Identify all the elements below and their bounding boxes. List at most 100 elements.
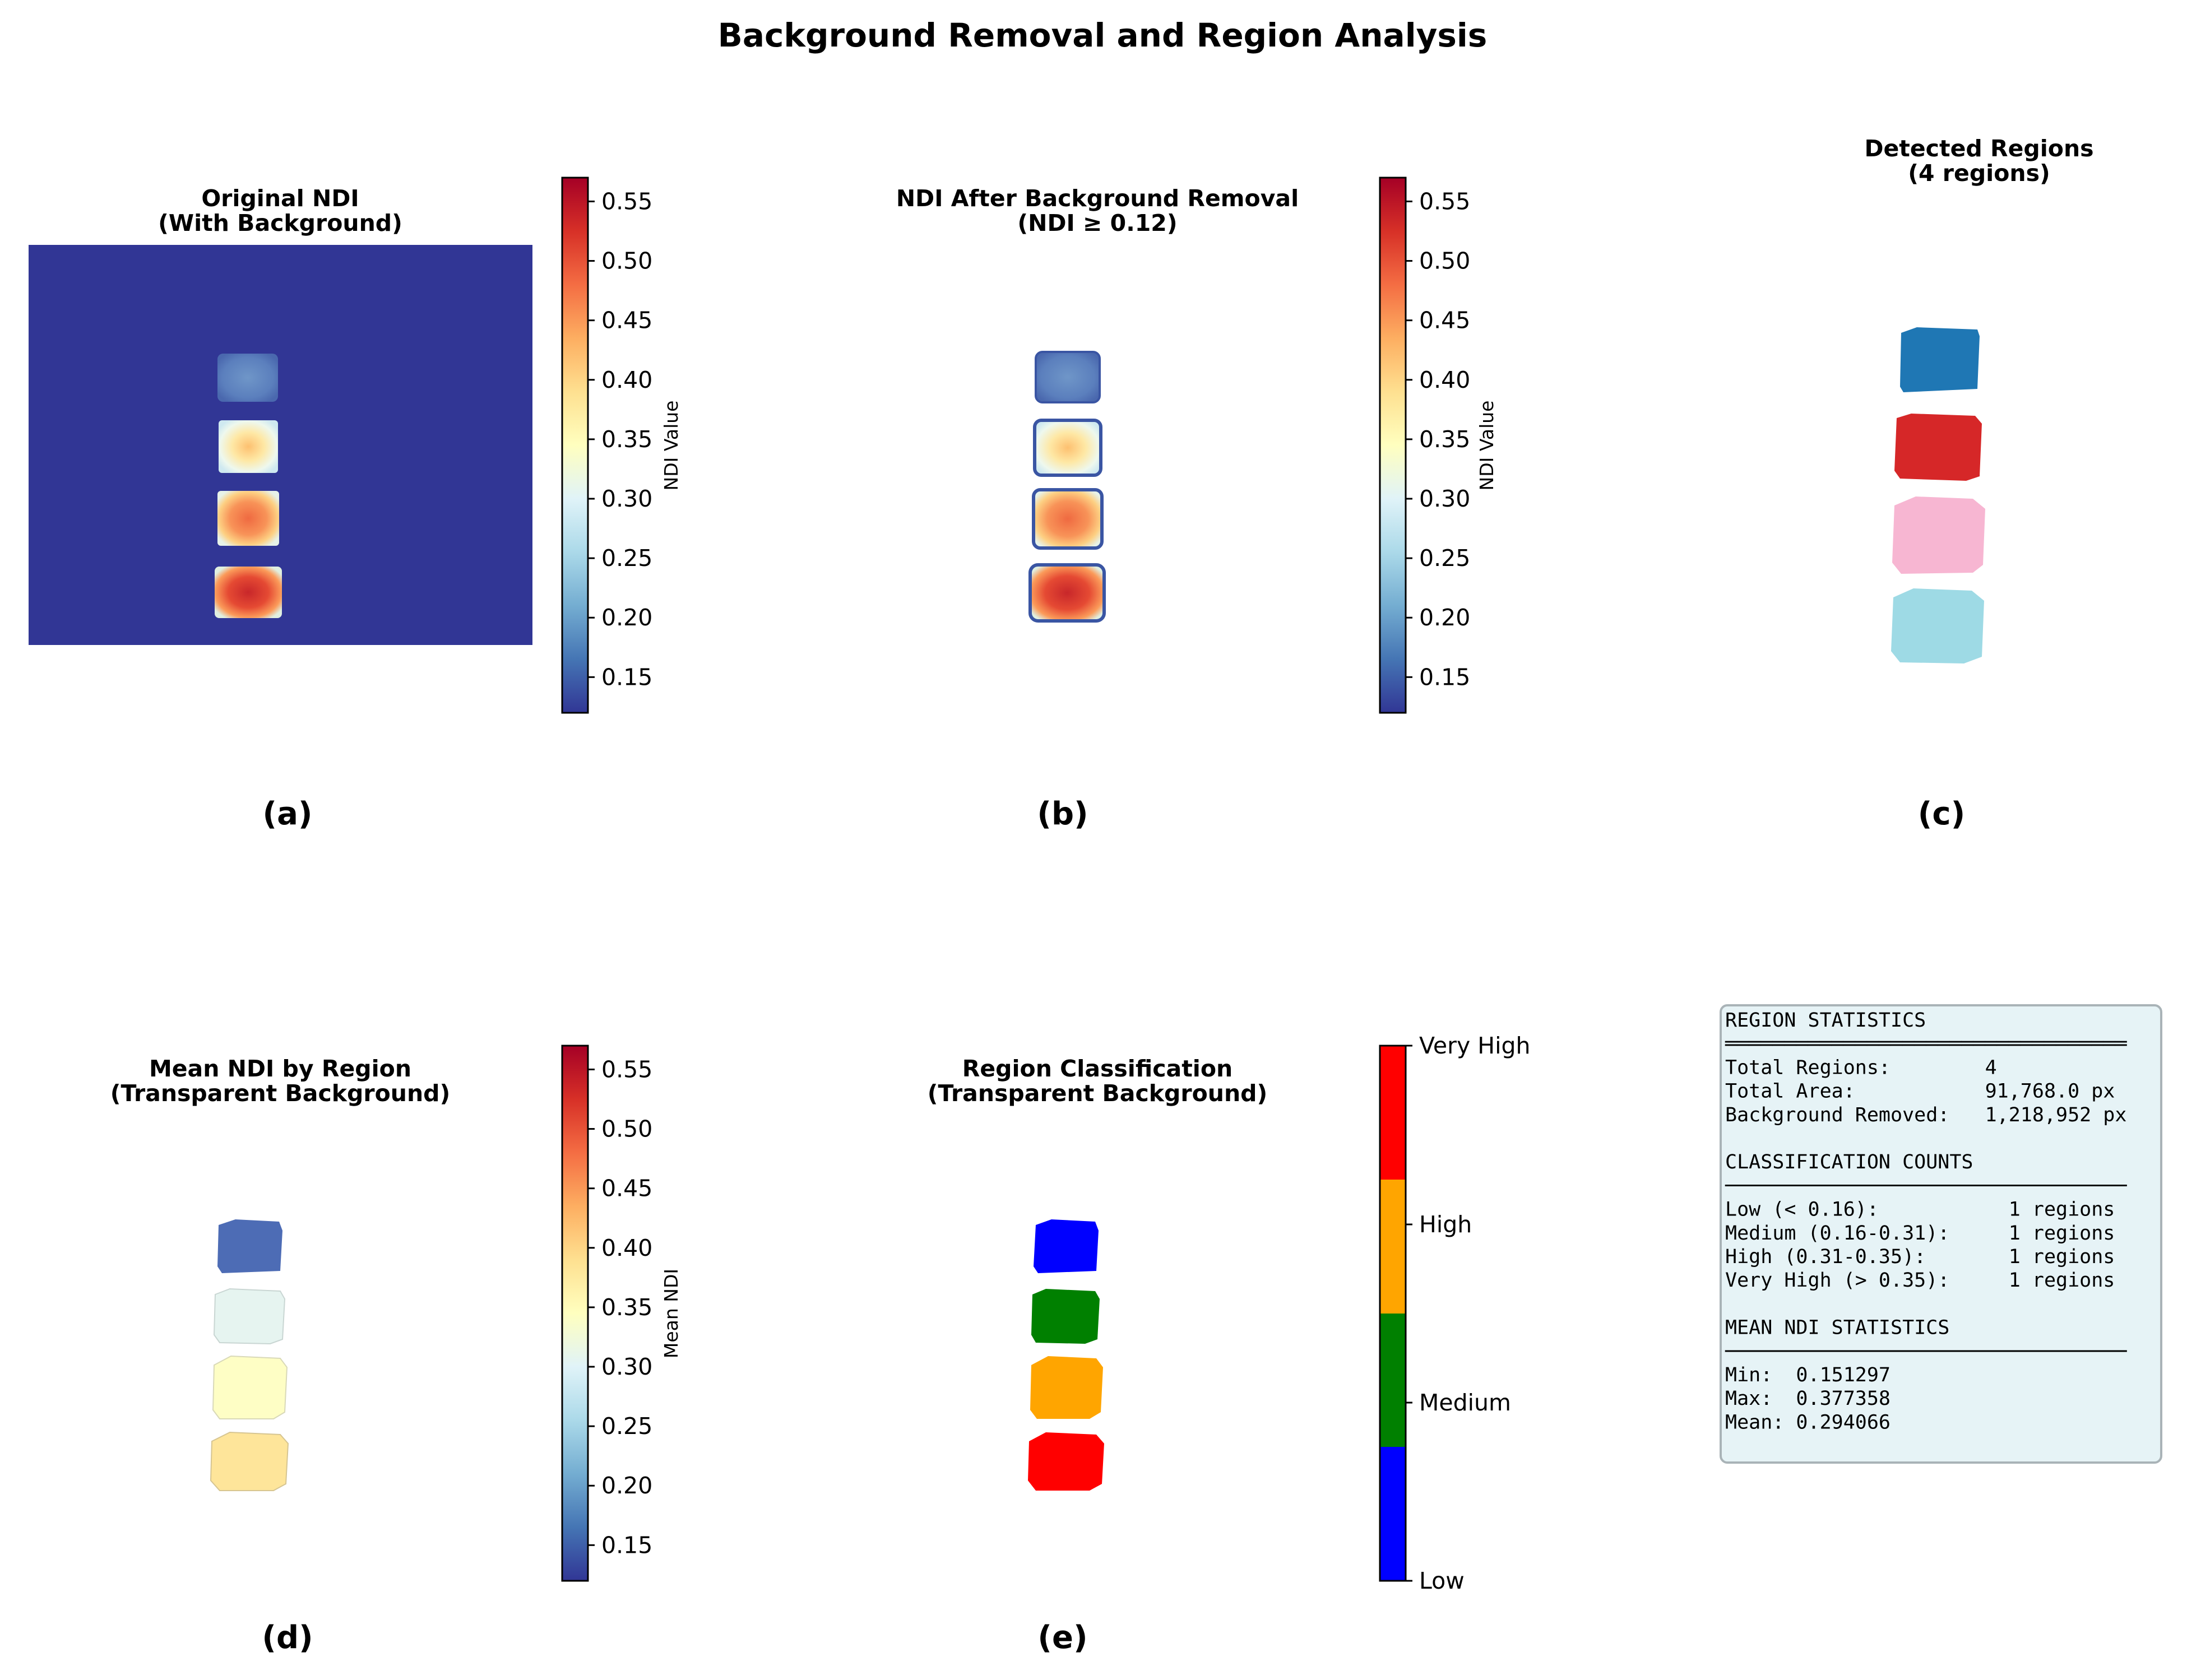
figure-title: Background Removal and Region Analysis [718,16,1488,54]
panel-d-title-line2: (Transparent Background) [110,1080,450,1107]
panel-b-region-1 [1035,351,1101,403]
colorbar-b-tick-label: 0.20 [1419,604,1470,631]
panel-b-title-line2: (NDI ≥ 0.12) [1017,210,1177,236]
stats-line: Min: 0.151297 [1725,1364,1891,1386]
panel-b: NDI After Background Removal (NDI ≥ 0.12… [896,177,1498,832]
mean-ndi-region-2 [213,1288,286,1345]
panel-e: Region Classification (Transparent Backg… [928,1032,1531,1656]
colorbar-d-tick-label: 0.25 [601,1413,652,1440]
stats-line: Total Regions: 4 [1725,1056,1997,1079]
colorbar-b-tick-label: 0.35 [1419,426,1470,453]
panel-b-region-2 [1033,419,1102,477]
stats-line: Max: 0.377358 [1725,1387,1891,1410]
class-colorbar-very-high [1380,1046,1406,1180]
panel-a-title-line2: (With Background) [158,210,402,236]
colorbar-a-tick-label: 0.50 [601,248,652,275]
panel-a-label: (a) [263,796,313,832]
colorbar-d-tick-label: 0.45 [601,1175,652,1202]
class-colorbar-frame [1379,1045,1407,1582]
panel-c-label: (c) [1918,796,1965,832]
colorbar-a-tick-label: 0.45 [601,307,652,334]
detected-region-3 [1892,496,1985,574]
colorbar-b-tick-label: 0.40 [1419,366,1470,393]
mean-ndi-region-3 [212,1355,288,1419]
stats-panel: REGION STATISTICS═══════════════════════… [1720,1004,2162,1464]
colorbar-a-tick-label: 0.15 [601,663,652,690]
class-region-low [1034,1219,1099,1273]
panel-d-title-line1: Mean NDI by Region [149,1055,411,1082]
colorbar-d-tick-label: 0.40 [601,1235,652,1261]
class-colorbar-medium [1380,1313,1406,1447]
stats-line: High (0.31-0.35): 1 regions [1725,1246,2115,1268]
panel-b-colorbar [1379,177,1407,714]
colorbar-a-tick-label: 0.55 [601,188,652,215]
class-region-medium [1031,1289,1100,1344]
stats-line: Mean: 0.294066 [1725,1411,1891,1433]
panel-d-colorbar [561,1045,589,1582]
panel-e-title-line2: (Transparent Background) [928,1080,1267,1107]
detected-region-1 [1900,327,1980,392]
stats-line: ══════════════════════════════════ [1725,1033,2127,1055]
colorbar-a-tick-label: 0.20 [601,604,652,631]
stats-line: Low (< 0.16): 1 regions [1725,1199,2115,1221]
class-region-high [1030,1356,1103,1419]
panel-b-region-4 [1028,563,1106,623]
panel-c-title-line2: (4 regions) [1908,160,2050,187]
panel-d-colorbar-label: Mean NDI [660,1269,682,1358]
mean-ndi-region-4 [210,1431,289,1491]
detected-region-4 [1891,588,1984,663]
colorbar-a-tick-label: 0.30 [601,485,652,512]
colorbar-a-tick-label: 0.25 [601,545,652,572]
stats-line: MEAN NDI STATISTICS [1725,1317,1949,1339]
stats-line: Medium (0.16-0.31): 1 regions [1725,1222,2115,1245]
detected-region-2 [1894,414,1982,481]
panel-a-colorbar-label: NDI Value [660,401,682,491]
panel-b-region-3 [1032,488,1104,550]
stats-line: REGION STATISTICS [1725,1009,1926,1032]
class-region-very-high [1028,1432,1104,1491]
stats-box [1720,1004,2162,1464]
panel-a-region-1 [217,354,278,402]
class-colorbar-high [1380,1180,1406,1314]
colorbar-a-tick-label: 0.40 [601,366,652,393]
panel-d: Mean NDI by Region (Transparent Backgrou… [110,1045,682,1656]
colorbar-b-tick-label: 0.30 [1419,485,1470,512]
panel-e-title-line1: Region Classification [962,1055,1232,1082]
panel-a-title-line1: Original NDI [201,185,359,212]
panel-a: Original NDI (With Background) 0.15 0.20 0… [29,177,682,832]
colorbar-d-tick-label: 0.15 [601,1532,652,1558]
stats-line: Total Area: 91,768.0 px [1725,1080,2115,1103]
panel-b-colorbar-label: NDI Value [1476,401,1498,491]
stats-line: ────────────────────────────────── [1725,1340,2127,1363]
class-label-low: Low [1419,1567,1465,1594]
stats-line: Background Removed: 1,218,952 px [1725,1104,2126,1126]
panel-a-colorbar [561,177,589,714]
stats-line: ────────────────────────────────── [1725,1175,2127,1197]
stats-line: Very High (> 0.35): 1 regions [1725,1269,2115,1292]
colorbar-d-tick-label: 0.50 [601,1116,652,1143]
colorbar-b-tick-label: 0.45 [1419,307,1470,334]
panel-b-label: (b) [1037,796,1088,832]
colorbar-d-tick-label: 0.30 [601,1353,652,1380]
panel-e-label: (e) [1037,1619,1087,1656]
panel-d-label: (d) [262,1619,313,1656]
colorbar-b-tick-label: 0.50 [1419,248,1470,275]
class-label-medium: Medium [1419,1389,1511,1416]
class-label-high: High [1419,1211,1472,1238]
panel-a-region-3 [217,491,279,546]
panel-c: Detected Regions (4 regions) (c) [1864,135,2093,832]
mean-ndi-region-1 [217,1219,282,1273]
colorbar-d-tick-label: 0.35 [601,1294,652,1321]
class-colorbar-low [1380,1447,1406,1581]
panel-a-region-2 [219,420,278,473]
colorbar-b-tick-label: 0.55 [1419,188,1470,215]
colorbar-b-tick-label: 0.25 [1419,545,1470,572]
panel-a-region-4 [215,567,282,618]
class-label-very-high: Very High [1419,1032,1530,1059]
panel-c-title-line1: Detected Regions [1864,135,2093,162]
colorbar-a-tick-label: 0.35 [601,426,652,453]
colorbar-b-tick-label: 0.15 [1419,663,1470,690]
colorbar-d-tick-label: 0.55 [601,1056,652,1083]
stats-line: CLASSIFICATION COUNTS [1725,1151,1973,1173]
